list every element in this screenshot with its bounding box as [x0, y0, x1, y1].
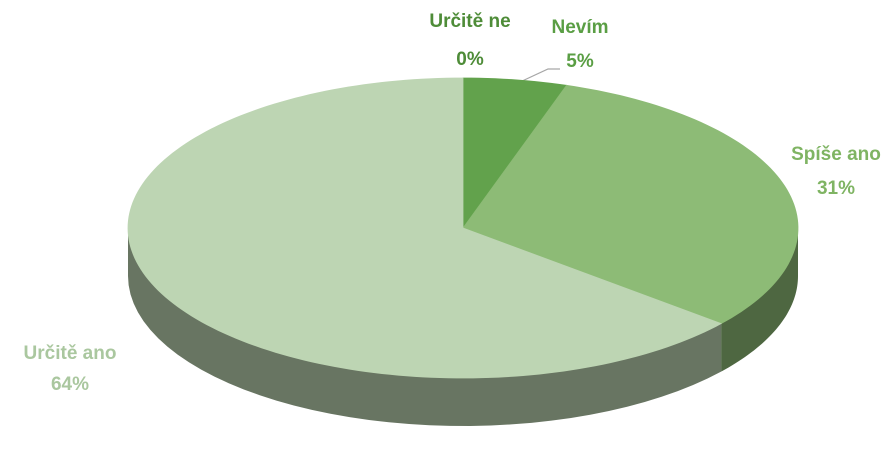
data-label-name: Spíše ano: [791, 144, 881, 165]
data-label-value: 31%: [817, 178, 855, 199]
slice-side: [721, 228, 798, 372]
data-label-value: 64%: [51, 374, 89, 395]
data-label-value: 5%: [566, 51, 594, 72]
slice: [462, 77, 568, 230]
data-label-value: 0%: [456, 49, 484, 70]
data-label-name: Určitě ano: [24, 343, 117, 364]
data-label-name: Nevím: [551, 17, 608, 38]
slice-side: [128, 228, 722, 426]
leader-line: [519, 68, 560, 83]
slice: [127, 77, 723, 379]
data-label-name: Určitě ne: [429, 11, 510, 32]
slice: [462, 84, 799, 325]
